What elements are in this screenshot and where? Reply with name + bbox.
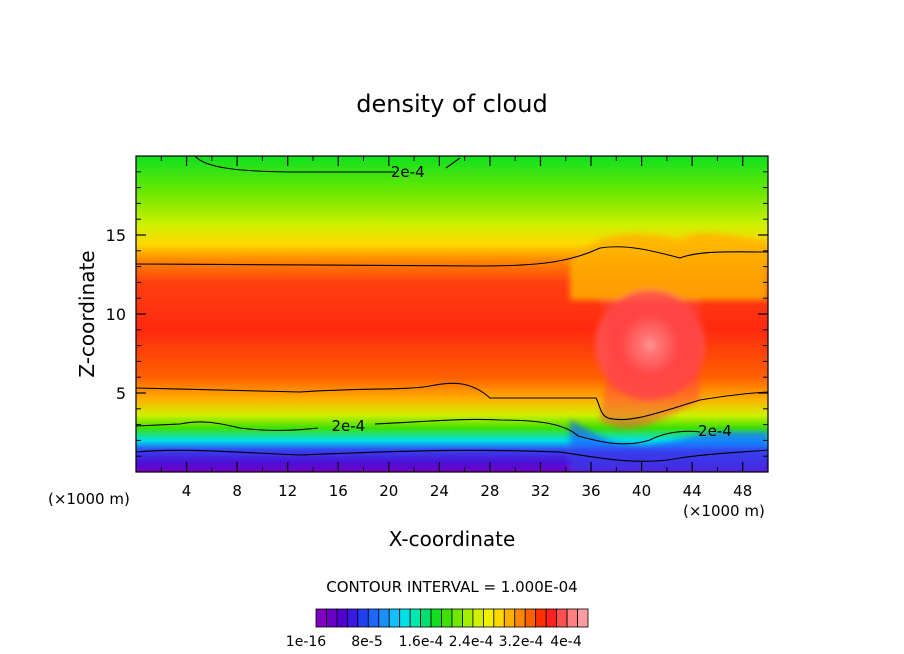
x-tick-label: 28 — [480, 482, 499, 500]
colorbar-swatch — [566, 608, 578, 628]
colorbar-swatch — [556, 608, 568, 628]
colorbar-tick-label: 1.6e-4 — [399, 634, 444, 650]
contour-labels: 2e-4 2e-4 2e-4 — [331, 163, 731, 440]
contour-2e-4-lower — [136, 418, 701, 445]
y-tick-label: 10 — [106, 305, 126, 324]
x-tick-label: 44 — [683, 482, 702, 500]
colorbar-swatch — [545, 608, 558, 628]
colorbar-swatch — [388, 608, 401, 628]
x-tick-label: 20 — [379, 482, 398, 500]
colorbar-swatch — [524, 608, 537, 628]
colorbar-tick-label: 1e-16 — [286, 634, 326, 650]
contour-bottom — [136, 449, 768, 462]
colorbar-swatch — [409, 608, 422, 628]
contour-top — [194, 156, 395, 173]
colorbar-swatch — [503, 608, 516, 628]
x-tick-label: 32 — [531, 482, 550, 500]
colorbar-tick-label: 4e-4 — [550, 634, 582, 650]
colorbar-swatch — [367, 608, 380, 628]
contour-label: 2e-4 — [331, 417, 365, 435]
colorbar-tick-label: 3.2e-4 — [499, 634, 544, 650]
colorbar-swatch — [535, 608, 547, 628]
y-tick-label: 5 — [116, 384, 126, 403]
plot-area — [136, 156, 768, 472]
contour-label: 2e-4 — [698, 422, 732, 440]
colorbar-swatch — [482, 608, 495, 628]
y-tick-label: 15 — [106, 226, 126, 245]
colorbar-swatch — [315, 608, 327, 628]
x-tick-label: 40 — [632, 482, 651, 500]
colorbar-swatch — [420, 608, 432, 628]
x-tick-label: 8 — [232, 482, 242, 500]
x-axis-label: X-coordinate — [389, 527, 516, 551]
colorbar-swatch — [430, 608, 442, 628]
colorbar-swatch — [493, 608, 505, 628]
chart-title: density of cloud — [356, 90, 547, 118]
contour-interval-text: CONTOUR INTERVAL = 1.000E-04 — [326, 578, 577, 596]
colorbar-swatch — [346, 608, 359, 628]
upper-bulge — [570, 233, 768, 300]
colorbar-swatch — [462, 608, 474, 628]
x-axis-ticks: 4 8 12 16 20 24 28 32 36 40 44 48 — [160, 156, 752, 500]
colorbar-swatch — [451, 608, 463, 628]
x-tick-label: 4 — [182, 482, 192, 500]
contour-upper-mid — [136, 246, 768, 267]
x-tick-label: 48 — [733, 482, 752, 500]
colorbar-swatch — [399, 608, 411, 628]
colorbar-swatch — [336, 608, 348, 628]
colorbar-swatch — [472, 608, 484, 628]
x-tick-label: 16 — [329, 482, 348, 500]
contour-label: 2e-4 — [391, 163, 425, 181]
colorbar-tick-label: 8e-5 — [351, 634, 382, 650]
colorbar-swatch — [441, 608, 453, 628]
colorbar-swatch — [378, 608, 390, 628]
contour-lower-mid — [136, 382, 768, 421]
y-axis-label: Z-coordinate — [75, 250, 99, 377]
y-axis-ticks: 5 10 15 — [106, 171, 768, 457]
colorbar-swatch — [357, 608, 369, 628]
colorbar-tick-label: 2.4e-4 — [449, 634, 494, 650]
colorbar — [315, 608, 589, 628]
contour-top-right — [445, 157, 461, 169]
x-tick-label: 36 — [581, 482, 600, 500]
colorbar-labels: 1e-16 8e-5 1.6e-4 2.4e-4 3.2e-4 4e-4 — [286, 634, 582, 650]
colorbar-swatch — [326, 608, 338, 628]
colorbar-swatch — [514, 608, 526, 628]
x-unit-label-left: (×1000 m) — [48, 490, 130, 508]
core-tail — [600, 300, 700, 429]
contour-lines — [136, 156, 768, 462]
colorbar-swatch — [577, 608, 589, 628]
x-unit-label-right: (×1000 m) — [683, 502, 765, 520]
x-tick-label: 24 — [430, 482, 449, 500]
x-tick-label: 12 — [278, 482, 297, 500]
